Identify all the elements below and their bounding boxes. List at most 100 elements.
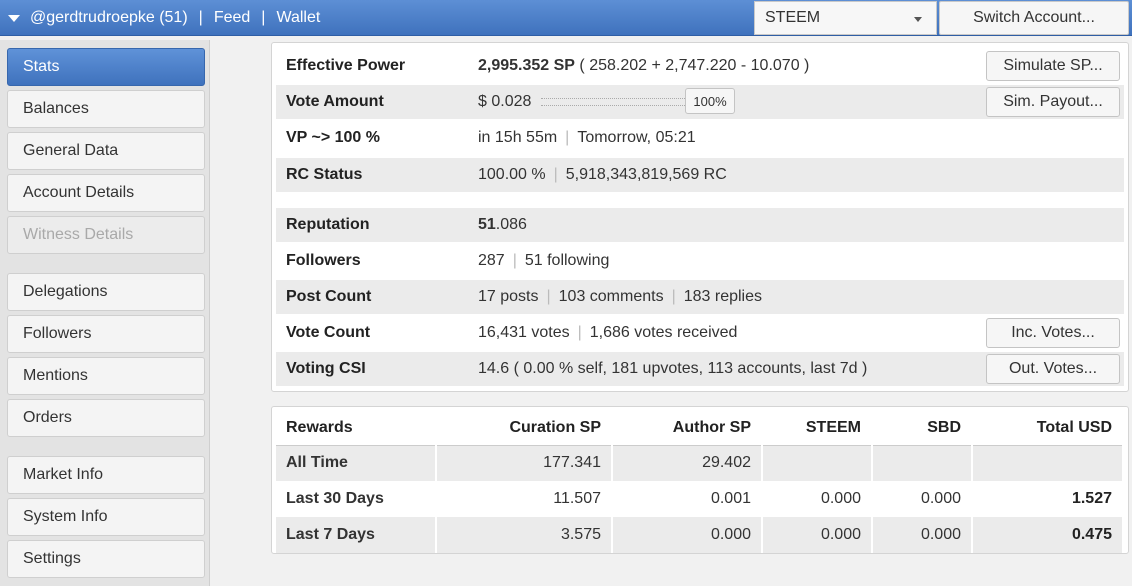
reputation-frac: .086 <box>495 216 527 233</box>
effective-power-value: 2,995.352 SP ( 258.202 + 2,747.220 - 10.… <box>478 57 809 75</box>
post-count-row: Post Count 17 posts | 103 comments | 183 rep… <box>276 280 1124 314</box>
following-count: 51 following <box>524 252 610 269</box>
vp-row: VP ~> 100 % in 15h 55m | Tomorrow, 05:21 <box>276 121 1124 155</box>
reputation-label: Reputation <box>286 216 370 233</box>
sidebar-item-delegations[interactable]: Delegations <box>7 273 205 311</box>
voting-csi-label: Voting CSI <box>286 360 366 377</box>
wallet-link[interactable]: Wallet <box>276 9 321 26</box>
sbd-header: SBD <box>872 411 973 446</box>
simulate-sp-button[interactable]: Simulate SP... <box>986 51 1120 81</box>
pipe-separator: | <box>553 166 558 183</box>
curation-sp-header: Curation SP <box>436 411 613 446</box>
sidebar: Stats Balances General Data Account Deta… <box>0 40 210 586</box>
dropdown-arrow-icon <box>914 17 922 22</box>
total-usd-cell: 0.475 <box>972 517 1124 553</box>
effective-power-row: Effective Power 2,995.352 SP ( 258.202 +… <box>276 49 1124 83</box>
rc-status-row: RC Status 100.00 % | 5,918,343,819,569 RC <box>276 158 1124 192</box>
row-label: All Time <box>276 445 437 481</box>
followers-row: Followers 287 | 51 following <box>276 244 1124 278</box>
chain-select[interactable]: STEEM <box>754 1 937 35</box>
chain-select-value: STEEM <box>765 9 821 26</box>
pipe-separator: | <box>546 288 551 305</box>
comments-count: 103 comments <box>558 288 664 305</box>
sidebar-item-account-details[interactable]: Account Details <box>7 174 205 212</box>
rc-amount: 5,918,343,819,569 RC <box>565 166 727 183</box>
sidebar-item-witness-details: Witness Details <box>7 216 205 254</box>
total-usd-header: Total USD <box>972 411 1124 446</box>
voting-csi-row: Voting CSI 14.6 ( 0.00 % self, 181 upvot… <box>276 352 1124 386</box>
vote-weight-slider-handle[interactable]: 100% <box>685 88 735 114</box>
author-sp-cell: 29.402 <box>612 445 763 481</box>
table-row: All Time 177.341 29.402 <box>276 445 1124 481</box>
reputation-int: 51 <box>478 216 496 233</box>
votes-count: 16,431 votes <box>478 324 570 341</box>
pipe-separator: | <box>671 288 676 305</box>
vote-count-label: Vote Count <box>286 324 371 341</box>
followers-value: 287 | 51 following <box>478 252 609 270</box>
rewards-panel: Rewards Curation SP Author SP STEEM SBD … <box>271 406 1129 554</box>
rewards-table: Rewards Curation SP Author SP STEEM SBD … <box>276 411 1124 553</box>
rc-status-label: RC Status <box>286 166 363 183</box>
vp-label: VP ~> 100 % <box>286 129 380 146</box>
vote-weight-slider[interactable] <box>541 97 688 106</box>
sidebar-item-balances[interactable]: Balances <box>7 90 205 128</box>
rc-status-value: 100.00 % | 5,918,343,819,569 RC <box>478 166 727 184</box>
row-label: Last 7 Days <box>276 517 437 553</box>
inc-votes-button[interactable]: Inc. Votes... <box>986 318 1120 348</box>
caret-down-icon[interactable] <box>8 14 20 22</box>
followers-label: Followers <box>286 252 361 269</box>
vote-amount-value: $ 0.028 <box>478 93 532 110</box>
sidebar-item-orders[interactable]: Orders <box>7 399 205 437</box>
post-count-label: Post Count <box>286 288 372 305</box>
nav-separator: | <box>198 9 203 26</box>
vote-amount-label: Vote Amount <box>286 93 384 110</box>
sidebar-item-system-info[interactable]: System Info <box>7 498 205 536</box>
rc-percent: 100.00 % <box>478 166 546 183</box>
author-sp-header: Author SP <box>612 411 763 446</box>
vote-count-row: Vote Count 16,431 votes | 1,686 votes rece… <box>276 316 1124 350</box>
vp-time: in 15h 55m <box>478 129 558 146</box>
steem-cell: 0.000 <box>762 481 873 517</box>
switch-account-button[interactable]: Switch Account... <box>939 1 1129 35</box>
table-row: Last 30 Days 11.507 0.001 0.000 0.000 1.… <box>276 481 1124 517</box>
author-sp-cell: 0.000 <box>612 517 763 553</box>
effective-power-breakdown: ( 258.202 + 2,747.220 - 10.070 ) <box>574 57 810 74</box>
feed-link[interactable]: Feed <box>213 9 251 26</box>
account-menu[interactable]: @gerdtrudroepke (51) | Feed | Wallet <box>8 0 320 36</box>
account-name-link[interactable]: @gerdtrudroepke (51) <box>30 9 188 26</box>
total-usd-cell <box>972 445 1124 481</box>
sbd-cell: 0.000 <box>872 481 973 517</box>
vote-amount-value-wrap: $ 0.028 <box>478 93 688 111</box>
vp-date: Tomorrow, 05:21 <box>577 129 696 146</box>
followers-count: 287 <box>478 252 505 269</box>
vp-value: in 15h 55m | Tomorrow, 05:21 <box>478 129 696 147</box>
table-row: Last 7 Days 3.575 0.000 0.000 0.000 0.47… <box>276 517 1124 553</box>
row-label: Last 30 Days <box>276 481 437 517</box>
out-votes-button[interactable]: Out. Votes... <box>986 354 1120 384</box>
rewards-header: Rewards <box>276 411 437 446</box>
reputation-value: 51.086 <box>478 216 527 234</box>
post-count-value: 17 posts | 103 comments | 183 replies <box>478 288 762 306</box>
rewards-header-row: Rewards Curation SP Author SP STEEM SBD … <box>276 411 1124 446</box>
sidebar-item-general-data[interactable]: General Data <box>7 132 205 170</box>
pipe-separator: | <box>512 252 517 269</box>
curation-sp-cell: 3.575 <box>436 517 613 553</box>
sbd-cell: 0.000 <box>872 517 973 553</box>
effective-power-total: 2,995.352 SP <box>478 57 575 74</box>
pipe-separator: | <box>577 324 582 341</box>
posts-count: 17 posts <box>478 288 539 305</box>
pipe-separator: | <box>565 129 570 146</box>
sidebar-item-stats[interactable]: Stats <box>7 48 205 86</box>
vote-count-value: 16,431 votes | 1,686 votes received <box>478 324 737 342</box>
steem-cell: 0.000 <box>762 517 873 553</box>
steem-cell <box>762 445 873 481</box>
sim-payout-button[interactable]: Sim. Payout... <box>986 87 1120 117</box>
sidebar-item-mentions[interactable]: Mentions <box>7 357 205 395</box>
sidebar-item-market-info[interactable]: Market Info <box>7 456 205 494</box>
sidebar-item-followers[interactable]: Followers <box>7 315 205 353</box>
curation-sp-cell: 11.507 <box>436 481 613 517</box>
reputation-row: Reputation 51.086 <box>276 208 1124 242</box>
replies-count: 183 replies <box>683 288 763 305</box>
sidebar-item-settings[interactable]: Settings <box>7 540 205 578</box>
effective-power-label: Effective Power <box>286 57 406 74</box>
